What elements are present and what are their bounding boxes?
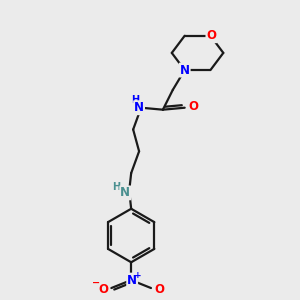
Text: +: + [134, 271, 142, 280]
Text: O: O [206, 29, 216, 42]
Text: −: − [92, 278, 101, 288]
Text: N: N [127, 274, 137, 286]
Text: O: O [189, 100, 199, 113]
Text: H: H [131, 95, 139, 105]
Text: N: N [180, 64, 190, 76]
Text: O: O [154, 283, 164, 296]
Text: N: N [134, 101, 144, 114]
Text: N: N [120, 186, 130, 200]
Text: O: O [98, 283, 108, 296]
Text: H: H [112, 182, 120, 192]
